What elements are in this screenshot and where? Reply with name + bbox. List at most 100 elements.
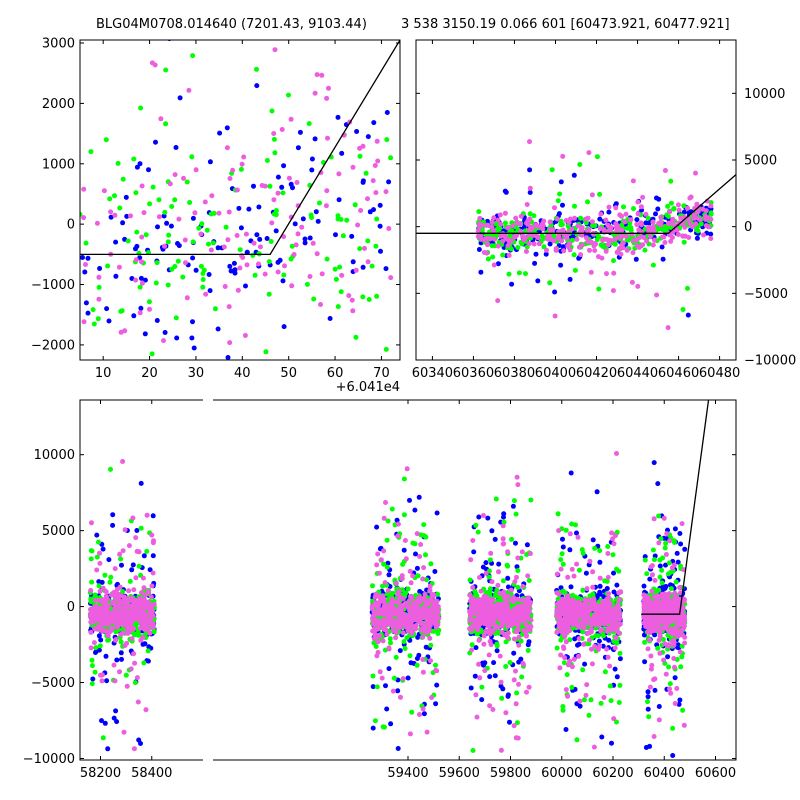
data-point [137,161,143,167]
data-point [656,704,662,709]
data-point [386,572,392,578]
data-point [222,284,228,289]
data-point [611,258,616,264]
data-point [513,511,519,517]
data-point [577,162,583,167]
data-point [596,234,602,240]
data-point [140,641,146,647]
data-point [675,642,681,648]
data-point [587,593,593,599]
data-point [476,209,482,215]
data-point [384,537,390,543]
data-point [523,271,528,277]
data-point [690,224,696,230]
x-tick-label: 60480 [699,366,740,381]
data-point [319,72,325,78]
data-point [509,228,515,234]
data-point [156,197,162,203]
left-panel-title: BLG04M0708.014640 (7201.43, 9103.44) [96,17,367,32]
data-point [266,259,272,265]
data-point [94,220,100,226]
data-point [252,272,258,278]
data-point [238,225,244,231]
data-point [374,216,380,222]
data-point [614,249,620,255]
data-point [561,248,567,254]
data-point [118,308,124,314]
data-point [668,586,674,592]
data-point [581,697,587,703]
data-point [95,386,100,391]
data-point [504,562,510,568]
data-point [560,544,566,550]
data-point [118,329,124,335]
data-point [268,239,274,244]
panel-top-right: 60340 60360 60380 60400 60420 60440 60460 60480… [412,39,796,381]
data-point [485,218,490,224]
data-point [264,158,270,163]
data-point [680,233,686,239]
data-point [340,233,346,239]
data-point [271,136,277,142]
data-point [606,209,612,215]
panel-top-left: 10 20 30 40 50 60 70−2000−10000100020003000+6.… [31,5,401,477]
data-point [407,497,412,503]
data-point [116,264,122,270]
data-point [106,557,112,563]
data-point [642,557,648,563]
data-point [99,718,104,724]
data-point [675,202,681,208]
data-point [499,695,505,701]
data-point [670,753,676,758]
data-point [172,172,178,178]
data-point [624,247,630,253]
data-point [208,247,214,253]
data-point [645,215,651,221]
data-point [184,295,190,301]
data-point [474,631,480,637]
data-point [657,221,663,227]
data-point [604,271,609,277]
data-point [137,310,143,316]
data-point [394,517,400,523]
data-point [580,629,586,635]
data-point [645,699,650,705]
data-point [246,206,252,212]
data-point [353,267,359,273]
data-point [216,210,222,216]
data-point [112,193,117,199]
data-point [654,292,660,298]
data-point [350,164,356,170]
data-point [587,247,592,253]
data-point [190,255,196,261]
data-point [401,476,407,482]
data-point [404,635,410,641]
data-point [611,270,617,276]
data-point [198,231,204,237]
data-point [96,633,102,639]
data-point [518,213,524,219]
data-point [355,222,361,228]
data-point [483,236,489,242]
data-point [555,511,561,517]
data-point [145,648,151,654]
data-point [523,249,529,254]
data-point [577,703,583,709]
data-point [130,562,136,568]
data-point [369,263,375,269]
data-point [549,167,555,173]
data-point [223,224,229,230]
data-point [623,234,629,239]
data-point [141,210,147,216]
data-point [617,212,623,218]
data-point [163,67,169,73]
data-point [146,167,151,173]
data-point [370,684,376,690]
data-point [339,272,345,278]
data-point [571,252,577,258]
data-point [621,204,626,210]
data-point [105,472,110,477]
data-point [99,5,104,10]
data-point [484,222,489,228]
data-point [527,167,533,173]
